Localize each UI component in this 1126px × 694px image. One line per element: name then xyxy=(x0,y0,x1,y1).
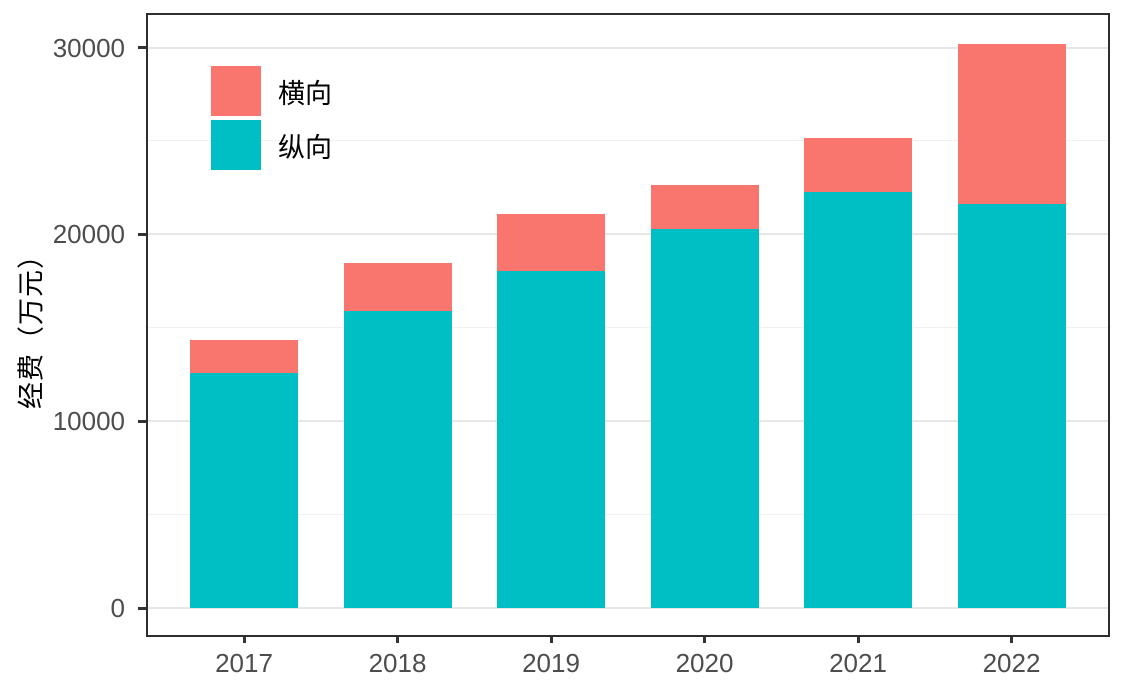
bar-segment-2020-纵向 xyxy=(650,229,759,608)
x-tick-label: 2022 xyxy=(982,648,1041,678)
x-tick-label: 2018 xyxy=(368,648,427,678)
bar-segment-2018-纵向 xyxy=(343,310,452,608)
y-tick-mark xyxy=(138,606,147,610)
y-tick-label: 10000 xyxy=(52,406,125,437)
x-tick-label: 2019 xyxy=(522,648,580,678)
x-tick-label: 2020 xyxy=(675,648,734,678)
minor-gridline xyxy=(148,327,1108,329)
plot-panel: 横向 纵向 xyxy=(148,15,1108,635)
major-gridline xyxy=(148,607,1108,609)
bar-segment-2020-横向 xyxy=(650,185,759,230)
bar-segment-2021-纵向 xyxy=(804,192,912,608)
major-gridline xyxy=(148,46,1108,49)
major-gridline xyxy=(148,233,1108,236)
bar-segment-2022-纵向 xyxy=(957,203,1066,608)
x-tick-mark xyxy=(856,635,860,643)
y-tick-mark xyxy=(138,232,147,236)
legend-key-swatch xyxy=(211,66,261,116)
legend: 横向 纵向 xyxy=(211,66,332,170)
legend-entry: 横向 xyxy=(211,66,332,116)
x-tick-mark xyxy=(703,635,706,643)
y-tick-mark xyxy=(138,419,147,423)
y-tick-label: 0 xyxy=(110,593,125,623)
bar-segment-2019-纵向 xyxy=(497,270,605,608)
x-tick-label: 2017 xyxy=(215,648,273,678)
y-tick-mark xyxy=(138,46,147,49)
bar-segment-2017-横向 xyxy=(190,339,298,373)
x-tick-mark xyxy=(549,635,553,643)
y-tick-label: 30000 xyxy=(52,32,125,63)
legend-key-swatch xyxy=(211,120,261,170)
bar-segment-2019-横向 xyxy=(497,213,605,271)
minor-gridline xyxy=(148,514,1108,516)
x-tick-label: 2021 xyxy=(829,648,887,678)
y-tick-label: 20000 xyxy=(52,219,125,250)
minor-gridline xyxy=(148,140,1108,142)
legend-label: 横向 xyxy=(278,78,332,109)
legend-label: 纵向 xyxy=(278,132,332,163)
bar-segment-2021-横向 xyxy=(804,137,912,193)
x-tick-mark xyxy=(1010,635,1013,643)
bar-segment-2017-纵向 xyxy=(190,372,298,608)
major-gridline xyxy=(148,420,1108,423)
bar-segment-2022-横向 xyxy=(957,44,1066,204)
y-axis-title: 经费（万元） xyxy=(16,241,47,409)
legend-entry: 纵向 xyxy=(211,120,332,170)
bar-segment-2018-横向 xyxy=(343,263,452,311)
x-tick-mark xyxy=(396,635,399,643)
x-tick-mark xyxy=(242,635,246,643)
